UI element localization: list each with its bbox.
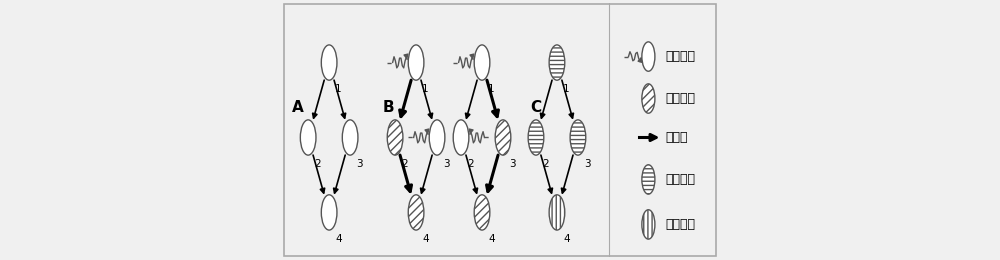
Ellipse shape bbox=[300, 120, 316, 155]
Ellipse shape bbox=[408, 45, 424, 80]
Ellipse shape bbox=[642, 42, 655, 71]
Ellipse shape bbox=[321, 45, 337, 80]
Text: 3: 3 bbox=[356, 159, 363, 169]
Text: 4: 4 bbox=[335, 234, 342, 244]
Ellipse shape bbox=[474, 195, 490, 230]
Ellipse shape bbox=[642, 210, 655, 239]
Text: 冗余节点: 冗余节点 bbox=[665, 218, 695, 231]
Text: B: B bbox=[382, 100, 394, 115]
Text: 3: 3 bbox=[443, 159, 450, 169]
Text: 4: 4 bbox=[563, 234, 570, 244]
Ellipse shape bbox=[408, 195, 424, 230]
Text: 4: 4 bbox=[422, 234, 429, 244]
Text: 2: 2 bbox=[467, 159, 474, 169]
Text: A: A bbox=[292, 100, 304, 115]
Ellipse shape bbox=[387, 120, 403, 155]
Text: 2: 2 bbox=[401, 159, 408, 169]
Ellipse shape bbox=[570, 120, 586, 155]
Text: 匹配节点: 匹配节点 bbox=[665, 92, 695, 105]
Ellipse shape bbox=[642, 165, 655, 194]
Text: 驱动节点: 驱动节点 bbox=[665, 50, 695, 63]
Text: 3: 3 bbox=[509, 159, 516, 169]
Ellipse shape bbox=[474, 45, 490, 80]
Text: 1: 1 bbox=[488, 84, 495, 94]
Ellipse shape bbox=[495, 120, 511, 155]
Text: 2: 2 bbox=[542, 159, 549, 169]
Ellipse shape bbox=[342, 120, 358, 155]
Text: C: C bbox=[530, 100, 542, 115]
Ellipse shape bbox=[429, 120, 445, 155]
Text: 2: 2 bbox=[314, 159, 321, 169]
Ellipse shape bbox=[642, 84, 655, 113]
Text: 1: 1 bbox=[335, 84, 342, 94]
Text: 3: 3 bbox=[584, 159, 591, 169]
Text: 匹配边: 匹配边 bbox=[665, 131, 688, 144]
Text: 1: 1 bbox=[563, 84, 570, 94]
Text: 1: 1 bbox=[422, 84, 429, 94]
Ellipse shape bbox=[321, 195, 337, 230]
Text: 4: 4 bbox=[488, 234, 495, 244]
Ellipse shape bbox=[549, 45, 565, 80]
Ellipse shape bbox=[528, 120, 544, 155]
Text: 输入节点: 输入节点 bbox=[665, 173, 695, 186]
Ellipse shape bbox=[453, 120, 469, 155]
Ellipse shape bbox=[549, 195, 565, 230]
